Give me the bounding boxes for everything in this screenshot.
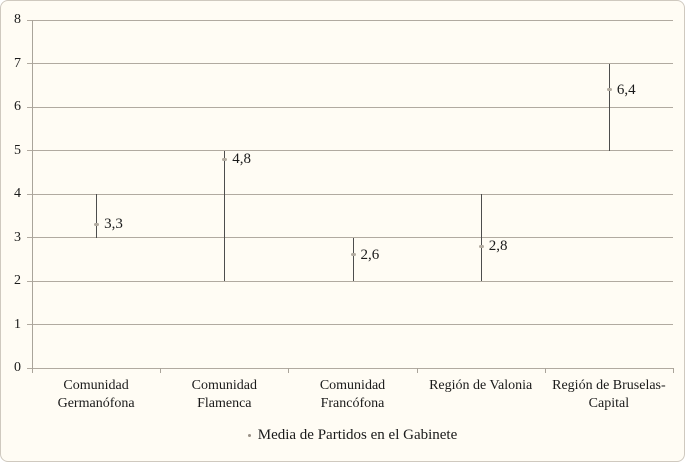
y-axis-tick-label: 8 (14, 12, 21, 27)
mean-marker-icon (94, 222, 100, 226)
mean-value-label: 3,3 (104, 216, 123, 233)
y-axis-line (32, 20, 33, 369)
category-label: Región de Bruselas- Capital (552, 378, 666, 411)
y-axis-tick-label: 0 (14, 360, 21, 375)
gridline (27, 367, 673, 369)
mean-value-label: 2,6 (360, 246, 380, 263)
mean-marker-icon (606, 88, 612, 92)
range-line (96, 194, 98, 238)
gridline (27, 150, 673, 151)
mean-value-label: 2,8 (488, 238, 508, 255)
mean-value-label: 6,4 (616, 81, 636, 98)
y-axis-tick-label: 6 (14, 99, 21, 114)
gridline (27, 63, 673, 64)
mean-value-label: 4,8 (232, 151, 252, 168)
category-label: Región de Valonia (429, 378, 533, 393)
gridline (27, 237, 673, 238)
x-axis-tick (673, 368, 674, 373)
legend-label: Media de Partidos en el Gabinete (257, 427, 458, 443)
gridline (27, 106, 673, 108)
x-axis-tick (288, 368, 290, 373)
y-axis-tick-label: 3 (14, 229, 21, 245)
y-axis-tick-label: 2 (14, 273, 21, 288)
category-label: Comunidad Germanófona (57, 378, 135, 411)
mean-marker-icon (478, 244, 484, 248)
mean-marker-icon (350, 253, 356, 257)
x-axis-tick (160, 368, 162, 373)
gridline (27, 280, 673, 282)
range-line (352, 237, 354, 281)
category-label: Comunidad Francófona (319, 378, 386, 411)
gridline (27, 324, 673, 325)
y-axis-tick-label: 5 (14, 142, 21, 158)
legend-marker-icon (247, 434, 251, 437)
x-axis-tick (32, 368, 33, 373)
y-axis-tick-label: 7 (14, 55, 21, 71)
gridline (27, 193, 673, 195)
mean-marker-icon (222, 157, 228, 161)
y-axis-tick-label: 4 (14, 186, 21, 201)
x-axis-tick (416, 368, 418, 373)
range-line (224, 150, 226, 281)
chart-legend: Media de Partidos en el Gabinete (32, 427, 673, 444)
range-line (480, 194, 482, 281)
y-axis-tick-label: 1 (14, 316, 21, 332)
gridline (27, 19, 673, 21)
range-line (608, 63, 610, 151)
x-axis-tick (544, 368, 546, 373)
category-label: Comunidad Flamenca (191, 378, 257, 411)
